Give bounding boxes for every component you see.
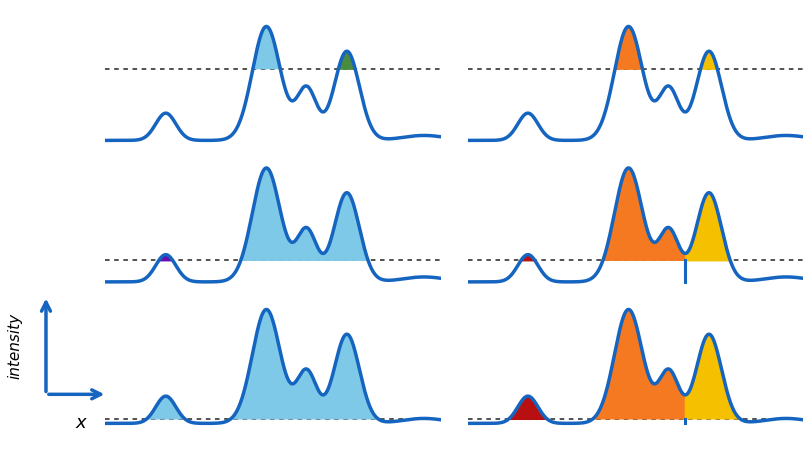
Text: intensity: intensity xyxy=(8,312,23,378)
Text: x: x xyxy=(75,413,86,431)
